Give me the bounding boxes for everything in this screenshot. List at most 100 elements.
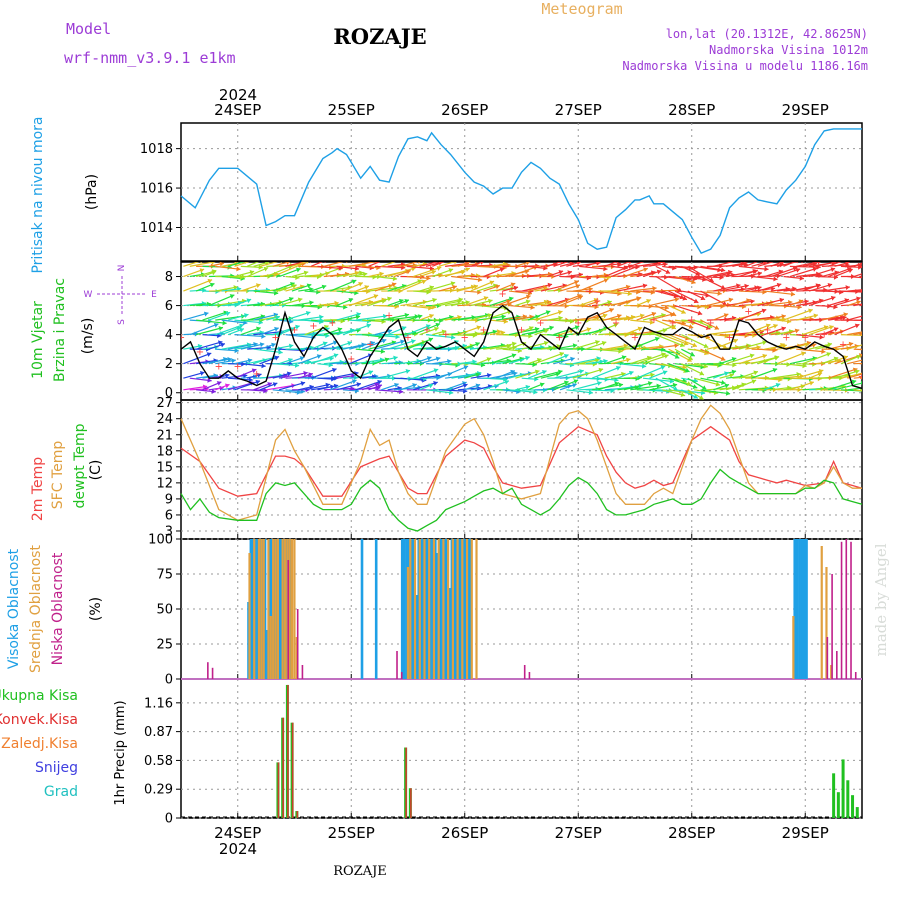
wind-arrow-head [274,355,280,361]
gust-marker: + [271,332,279,343]
cloud-bar-2 [831,574,833,679]
wind-arrow-head [749,353,755,359]
wind-arrow-head [781,326,786,332]
wind-arrow-head [665,269,671,274]
wind-arrow [770,266,798,278]
wind-arrow-head [447,346,452,352]
wind-arrow-head [505,299,511,304]
wind-arrow [202,311,229,321]
wind-arrow-head [800,351,806,357]
cloud-bar-1 [269,616,272,679]
wind-arrow-head [306,283,312,289]
wind-arrow [298,354,322,365]
wind-arrow [630,319,655,324]
wind-arrow-head [641,363,647,369]
compass-s: S [117,319,127,325]
wind-arrow-head [761,308,767,314]
cloud-bar-0 [263,539,267,679]
wind-arrow [840,372,862,379]
wind-arrow-head [608,255,613,261]
wind-arrow [553,294,582,307]
wind-arrow [649,344,679,350]
wind-arrow [502,334,533,337]
wind-arrow [719,304,747,308]
wind-arrow [713,262,734,267]
wind-arrow [655,334,685,347]
wind-arrow [508,304,535,309]
wind-arrow-head [635,264,640,270]
wind-arrow-head [794,328,800,334]
wind-arrow-head [275,315,280,321]
model-name: wrf-nmm_v3.9.1 e1km [64,49,236,67]
wind-arrow [502,315,528,321]
cloud-bar-0 [415,595,418,679]
model-elevation-label: Nadmorska Visina u modelu 1186.16m [622,59,868,73]
wind-arrow-head [316,354,322,359]
wind-arrow [636,365,666,379]
cloud-bar-1 [409,539,412,679]
wind-arrow-head [289,318,294,324]
cloud-bar-2 [211,667,214,679]
wind-arrow [508,265,538,278]
wind-arrow-head [209,282,215,288]
gust-marker: + [801,332,809,343]
wind-arrow [189,262,216,267]
wind-arrow-head [817,262,822,265]
gust-marker: + [858,372,866,383]
wind-arrow-head [579,369,584,374]
cloud-bar-2 [301,665,304,679]
wind-arrow-head [492,329,497,335]
wind-arrow [738,387,769,391]
wind-arrow-head [559,351,564,357]
wind-arrow [215,265,241,270]
wind-arrow-head [405,254,410,260]
wind-speed-line [181,304,862,390]
wind-arrow-head [651,255,656,261]
wind-arrow [808,267,836,278]
cloud-bar-1 [437,539,440,679]
wind-arrow [457,314,490,321]
cloud-bar-0 [448,588,451,679]
wind-arrow-head [476,273,481,279]
wind-arrow-head [839,289,844,295]
model-label: Model [66,20,111,38]
wind-arrow-head [845,262,850,266]
wind-arrow-head [713,390,719,396]
wind-arrow-head [377,379,382,385]
wind-arrow [272,363,300,367]
wind-arrow [802,325,829,336]
gust-marker: + [347,354,355,365]
precip-conv-bar [296,811,299,818]
wind-arrow [649,289,682,292]
wind-arrow [304,325,329,336]
cloud-bar-2 [400,672,403,679]
wind-arrow [860,265,862,268]
wind-arrow [840,389,862,392]
wind-arrow-head [340,318,345,324]
wind-arrow-head [432,297,437,303]
wind-arrow-head [287,357,293,363]
wind-arrow-head [410,339,416,344]
wind-arrow [738,354,768,365]
wind-arrow-head [428,337,433,343]
cloud-bar-1 [456,539,459,679]
wind-arrow [534,370,563,379]
wind-arrow [566,389,594,394]
wind-arrow-head [798,299,804,305]
compass-e: E [151,290,157,300]
y-tick-label: 1.16 [144,696,173,711]
wind-arrow-head [504,379,509,385]
wind-arrow-head [558,269,564,275]
wind-arrow-head [880,362,884,367]
lonlat-label: lon,lat (20.1312E, 42.8625N) [666,27,868,41]
cloud-bar-0 [410,539,413,679]
cloud-bar-1 [461,539,464,679]
wind-arrow [700,389,731,395]
cloud-bar-2 [826,637,829,679]
wind-arrow-head [543,340,549,346]
wind-arrow-head [479,262,485,265]
wind-arrow [476,304,509,309]
wind-arrow-head [321,284,327,290]
wind-arrow [329,279,357,292]
